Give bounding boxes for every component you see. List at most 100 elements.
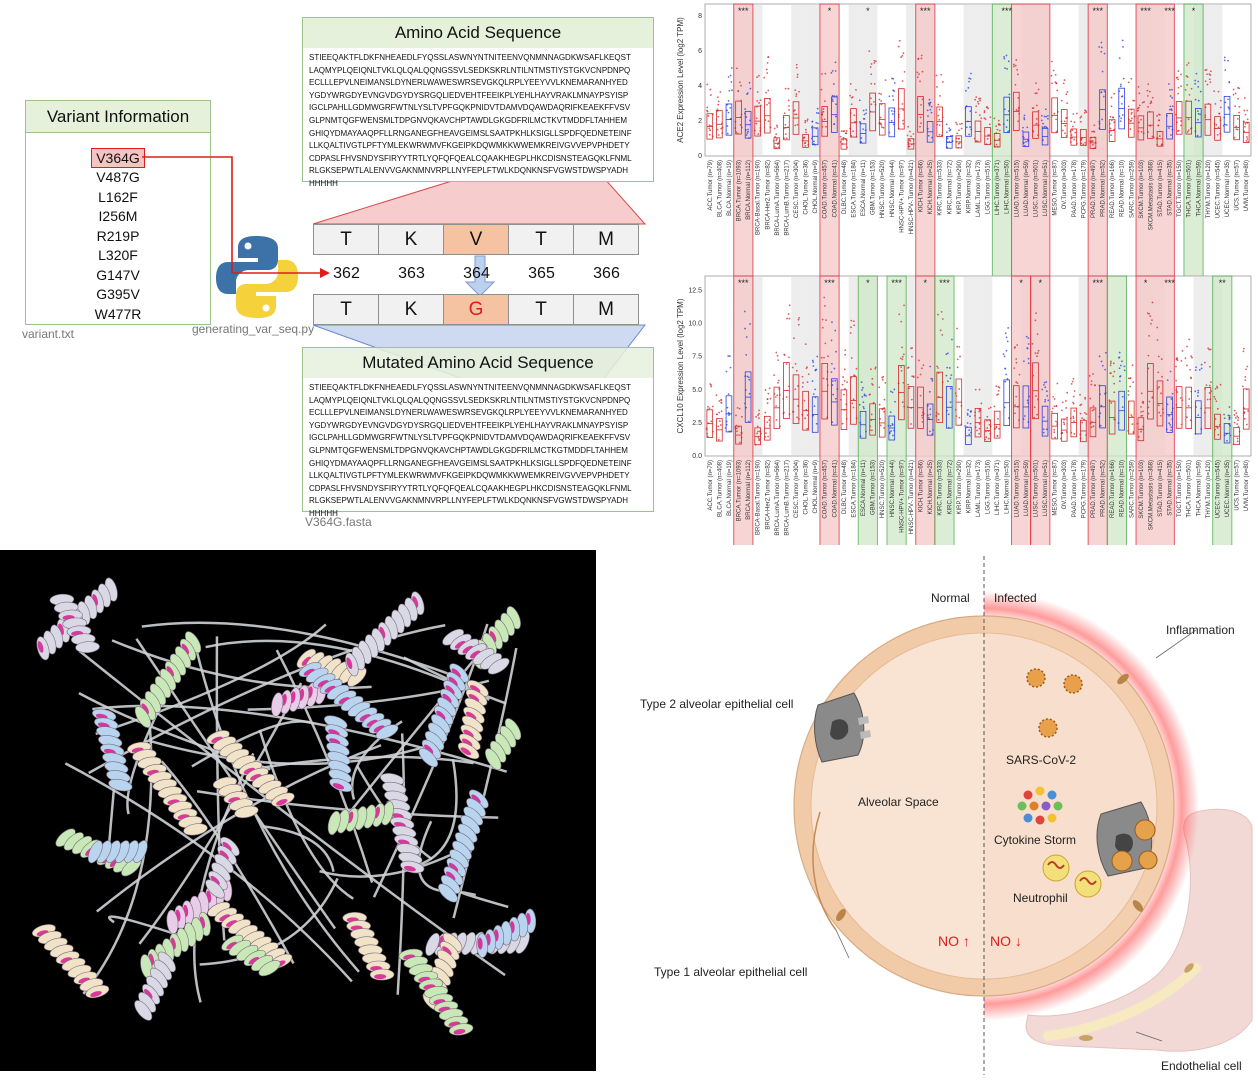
- expression-point: [1242, 385, 1244, 388]
- protein-ribbon-segment: [470, 650, 481, 659]
- expression-point: [948, 127, 951, 130]
- significance-mark: *: [1039, 278, 1043, 288]
- expression-point: [1055, 130, 1058, 133]
- expression-point: [1062, 82, 1065, 85]
- expression-point: [1243, 130, 1246, 133]
- expression-point: [881, 376, 884, 379]
- expression-point: [1127, 105, 1130, 108]
- expression-point: [758, 417, 760, 420]
- expression-point: [956, 123, 958, 126]
- category-label: READ.Normal (n=10): [1120, 460, 1126, 517]
- expression-point: [945, 123, 948, 126]
- expression-point: [1205, 384, 1208, 387]
- expression-point: [727, 393, 730, 395]
- expression-point: [1079, 393, 1081, 396]
- residue-cell: T: [508, 224, 574, 255]
- expression-point: [909, 130, 911, 133]
- expression-point: [1170, 134, 1172, 136]
- expression-point: [863, 118, 866, 120]
- protein-ribbon-segment: [425, 932, 440, 956]
- expression-point: [892, 99, 895, 101]
- expression-point: [1037, 349, 1040, 352]
- expression-point: [1148, 400, 1151, 403]
- expression-point: [1177, 86, 1180, 89]
- expression-point: [1100, 46, 1103, 49]
- residue-position: 363: [398, 265, 425, 282]
- expression-point: [968, 433, 971, 436]
- expression-point: [1118, 351, 1121, 354]
- expression-point: [1023, 415, 1026, 417]
- expression-point: [717, 134, 720, 136]
- expression-point: [795, 93, 798, 95]
- category-label: READ.Tumor (n=166): [1110, 460, 1116, 518]
- expression-point: [825, 378, 828, 381]
- category-label: BRCA-LumA.Tumor (n=564): [775, 460, 781, 536]
- expression-point: [910, 398, 913, 401]
- expression-point: [1157, 404, 1160, 407]
- protein-ribbon-segment: [222, 841, 232, 852]
- expression-point: [1093, 408, 1095, 411]
- variant-item: L162F: [98, 188, 138, 205]
- expression-point: [1243, 411, 1246, 414]
- expression-point: [827, 355, 829, 358]
- expression-point: [1071, 380, 1074, 383]
- expression-point: [843, 368, 846, 371]
- category-label: CESC.Tumor (n=304): [794, 160, 800, 218]
- expression-point: [1072, 402, 1075, 405]
- expression-point: [1246, 365, 1249, 368]
- residue-cell: T: [313, 224, 379, 255]
- protein-ribbon-segment: [219, 850, 229, 860]
- expression-point: [1051, 410, 1053, 413]
- expression-point: [850, 357, 853, 359]
- expression-point: [811, 359, 814, 362]
- protein-ribbon-segment: [418, 747, 439, 768]
- expression-point: [1072, 377, 1075, 380]
- expression-point: [878, 386, 881, 389]
- expression-point: [1101, 70, 1104, 73]
- category-label: KIRP.Tumor (n=290): [957, 160, 963, 215]
- protein-ribbon-segment: [463, 729, 474, 738]
- expression-point: [832, 83, 835, 85]
- expression-point: [1007, 60, 1010, 63]
- expression-point: [1213, 395, 1216, 398]
- expression-point: [1073, 420, 1075, 422]
- sequence-line: GHIQYDMAYAAQPFLLRNGANEGFHEAVGEIMSLSAATPK…: [309, 128, 632, 138]
- expression-point: [730, 81, 733, 83]
- expression-point: [769, 397, 772, 400]
- expression-point: [902, 52, 905, 55]
- expression-point: [935, 74, 938, 77]
- expression-point: [849, 94, 852, 97]
- protein-ribbon-segment: [374, 974, 387, 980]
- expression-box: [1099, 89, 1106, 130]
- category-label: CHOL.Tumor (n=36): [804, 160, 810, 215]
- expression-point: [831, 100, 834, 103]
- expression-point: [720, 127, 723, 130]
- expression-point: [816, 107, 819, 110]
- expression-point: [1227, 98, 1229, 101]
- expression-point: [1157, 355, 1160, 358]
- expression-point: [1196, 134, 1199, 137]
- sequence-line: ECLLLEPVLNEIMANSLDYNERLWAWESWRSEVGKQLRPL…: [309, 408, 628, 418]
- residue-position: 362: [333, 265, 360, 282]
- expression-point: [878, 98, 881, 101]
- expression-point: [985, 436, 988, 439]
- expression-point: [1016, 344, 1019, 346]
- expression-point: [1169, 423, 1172, 426]
- protein-ribbon-segment: [226, 941, 237, 950]
- expression-point: [729, 74, 732, 77]
- expression-point: [821, 318, 824, 321]
- expression-point: [1006, 68, 1009, 70]
- expression-point: [1120, 117, 1123, 120]
- expression-point: [811, 120, 814, 123]
- expression-point: [882, 126, 885, 129]
- expression-point: [710, 384, 713, 386]
- expression-point: [1031, 107, 1034, 110]
- residue-position: 366: [593, 265, 620, 282]
- expression-point: [1033, 406, 1036, 409]
- expression-point: [815, 121, 818, 124]
- expression-point: [1232, 88, 1235, 91]
- expression-point: [975, 105, 978, 108]
- expression-plots-panel: ACC.Tumor (n=79) BLCA.Tumor (n=408) BLCA.N…: [665, 0, 1258, 585]
- expression-point: [1080, 142, 1083, 145]
- protein-ribbon-segment: [141, 621, 482, 688]
